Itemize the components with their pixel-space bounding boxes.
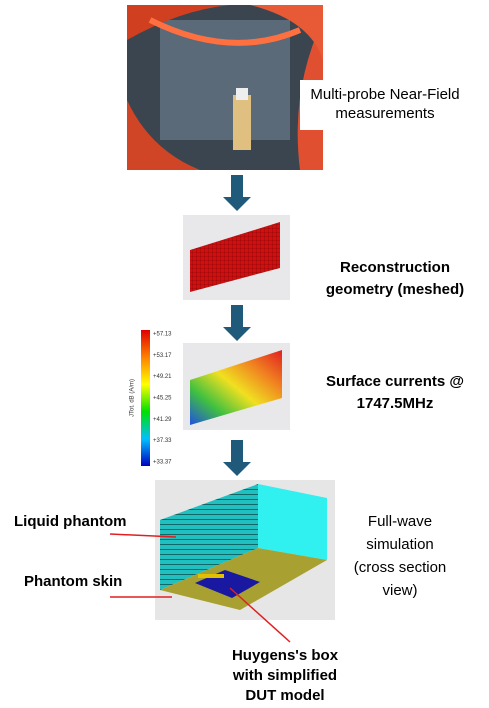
colorbar (141, 330, 150, 466)
colorbar-label: +37.33 (153, 438, 172, 444)
phantom-skin-label: Phantom skin (24, 573, 122, 590)
simulation-label: simulation (366, 536, 434, 553)
reconstruction-label: geometry (meshed) (326, 281, 464, 298)
surface-label: Surface currents @ (326, 373, 464, 390)
colorbar-label: +41.29 (153, 417, 172, 423)
simulation-label: (cross section (354, 559, 447, 576)
simulation-label: Full-wave (368, 513, 432, 530)
colorbar-label: +45.25 (153, 396, 172, 402)
huygens-label: Huygens's box (232, 647, 339, 664)
dut (198, 574, 224, 578)
liquid-phantom-label: Liquid phantom (14, 513, 126, 530)
reconstruction-label: Reconstruction (340, 259, 450, 276)
surface-label: 1747.5MHz (357, 395, 434, 412)
colorbar-label: +53.17 (153, 353, 172, 359)
colorbar-label: +33.37 (153, 460, 172, 466)
colorbar-label: +49.21 (153, 374, 172, 380)
page: {"measurement": {"lines": ["Multi-probe … (0, 0, 489, 708)
measurement-label: Multi-probe Near-Field (310, 86, 459, 103)
measurement-label: measurements (335, 105, 434, 122)
colorbar-labels: +57.13 +53.17 +49.21 +45.25 +41.29 +37.33 +33.… (153, 332, 172, 466)
huygens-label: with simplified (232, 667, 337, 684)
chamber-photo (127, 5, 323, 170)
colorbar-label: +57.13 (153, 332, 172, 338)
colorbar-title: JTot. dB (A/m) (130, 379, 136, 417)
diagram: Multi-probe Near-Field measurements Reco… (0, 0, 489, 708)
simulation-label: view) (382, 582, 417, 599)
huygens-label: DUT model (245, 687, 324, 704)
